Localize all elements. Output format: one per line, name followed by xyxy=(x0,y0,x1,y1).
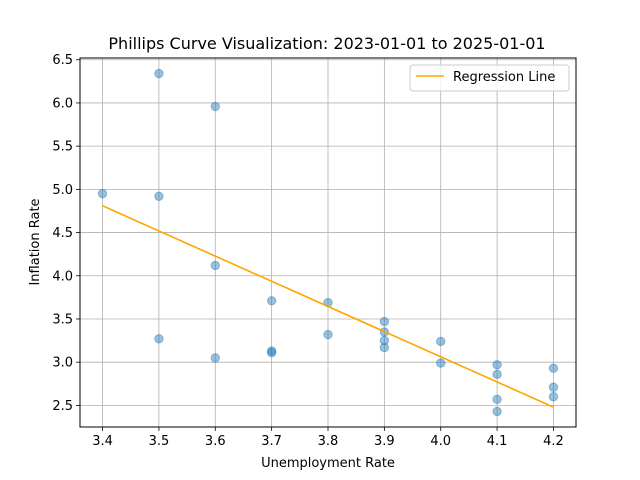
x-tick-label: 3.7 xyxy=(261,434,282,449)
legend-box xyxy=(409,64,570,92)
scatter-point xyxy=(548,392,559,402)
x-tick-label: 3.5 xyxy=(149,434,170,449)
x-tick-label: 3.8 xyxy=(318,434,339,449)
legend-regression-label: Regression Line xyxy=(453,70,555,85)
x-tick-label: 3.9 xyxy=(374,434,395,449)
scatter-point xyxy=(492,369,502,379)
y-tick-label: 6.5 xyxy=(52,53,73,68)
scatter-point xyxy=(492,406,502,417)
scatter-point xyxy=(266,347,277,358)
scatter-point xyxy=(154,68,164,79)
scatter-point xyxy=(266,296,277,306)
scatter-point xyxy=(548,382,559,392)
scatter-points xyxy=(97,68,559,417)
scatter-point xyxy=(210,260,220,271)
scatter-point xyxy=(379,316,390,327)
y-tick-label: 6.0 xyxy=(52,96,73,111)
y-tick-label: 4.5 xyxy=(52,226,73,241)
regression-layer xyxy=(102,205,554,408)
y-tick-label: 5.0 xyxy=(52,183,73,198)
scatter-point xyxy=(492,394,502,405)
x-tick-label: 4.0 xyxy=(430,434,451,449)
scatter-point xyxy=(436,358,446,368)
y-axis-ticks: 2.5 3.0 3.5 4.0 4.5 5.0 5.5 6.0 6.5 xyxy=(52,53,80,414)
scatter-point xyxy=(210,101,220,112)
scatter-point xyxy=(323,329,333,340)
chart-title: Phillips Curve Visualization: 2023-01-01… xyxy=(108,34,545,53)
y-tick-label: 2.5 xyxy=(52,399,73,414)
y-tick-label: 3.0 xyxy=(52,356,73,371)
scatter-point xyxy=(97,188,108,199)
scatter-point xyxy=(379,342,390,353)
scatter-point xyxy=(154,191,164,201)
x-tick-label: 3.4 xyxy=(92,434,113,449)
scatter-point xyxy=(210,353,220,363)
x-tick-label: 3.6 xyxy=(205,434,226,449)
x-axis-label: Unemployment Rate xyxy=(261,456,395,471)
scatter-point xyxy=(379,335,390,346)
regression-line xyxy=(102,205,554,408)
y-tick-label: 3.5 xyxy=(52,312,73,327)
legend: Regression Line xyxy=(409,64,570,92)
scatter-point xyxy=(436,336,446,347)
scatter-point xyxy=(492,360,502,370)
x-tick-label: 4.2 xyxy=(543,434,564,449)
plot-frame xyxy=(79,57,577,428)
y-axis-label: Inflation Rate xyxy=(28,198,43,285)
y-tick-label: 5.5 xyxy=(52,140,73,155)
scatter-point xyxy=(548,363,559,373)
scatter-point xyxy=(154,334,164,344)
x-axis-ticks: 3.4 3.5 3.6 3.7 3.8 3.9 4.0 4.1 4.2 xyxy=(92,427,564,449)
scatter-point xyxy=(266,346,277,356)
grid xyxy=(80,58,576,427)
y-tick-label: 4.0 xyxy=(52,269,73,284)
x-tick-label: 4.1 xyxy=(487,434,508,449)
